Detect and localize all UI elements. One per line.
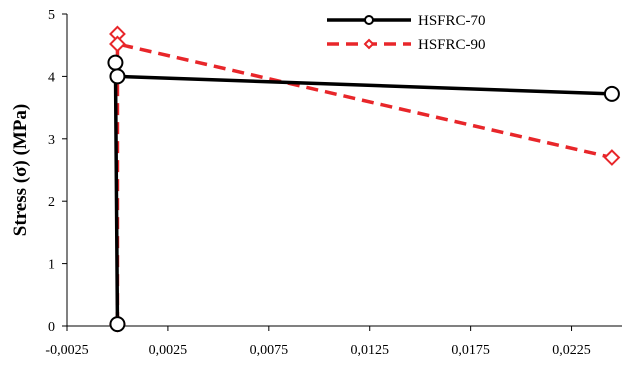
markers-hsfrc-90 <box>109 25 621 333</box>
y-axis-title: Stress (σ) (MPa) <box>10 104 31 236</box>
data-point-diamond <box>109 35 126 53</box>
x-tick-label: 0,0175 <box>451 343 490 358</box>
legend: HSFRC-70 HSFRC-90 <box>327 13 486 53</box>
y-tick-label: 4 <box>48 70 55 85</box>
x-tick-label: 0,0225 <box>552 343 591 358</box>
y-tick-label: 5 <box>48 8 55 23</box>
data-point-circle <box>107 54 124 71</box>
y-tick-label: 3 <box>48 133 55 148</box>
data-point-circle <box>603 85 620 102</box>
x-tick-label: 0,0075 <box>250 343 289 358</box>
x-ticks: -0,0025 0,0025 0,0075 0,0125 0,0175 0,0225 <box>45 326 591 358</box>
data-point-circle <box>364 15 374 25</box>
data-point-diamond <box>363 38 375 50</box>
y-ticks: 0 1 2 3 4 5 <box>48 8 67 335</box>
data-point-circle <box>109 316 126 333</box>
legend-label: HSFRC-70 <box>418 13 486 29</box>
markers-hsfrc-70 <box>107 54 620 333</box>
y-tick-label: 1 <box>48 258 55 273</box>
data-point-diamond <box>603 149 621 166</box>
y-tick-label: 2 <box>48 195 55 210</box>
series-layer <box>107 25 621 333</box>
y-tick-label: 0 <box>48 320 55 335</box>
legend-item: HSFRC-90 <box>327 37 486 53</box>
data-point-circle <box>109 68 126 85</box>
legend-label: HSFRC-90 <box>418 37 486 53</box>
x-tick-label: 0,0025 <box>149 343 188 358</box>
x-tick-label: -0,0025 <box>45 343 88 358</box>
legend-item: HSFRC-70 <box>327 13 486 29</box>
x-tick-label: 0,0125 <box>350 343 389 358</box>
